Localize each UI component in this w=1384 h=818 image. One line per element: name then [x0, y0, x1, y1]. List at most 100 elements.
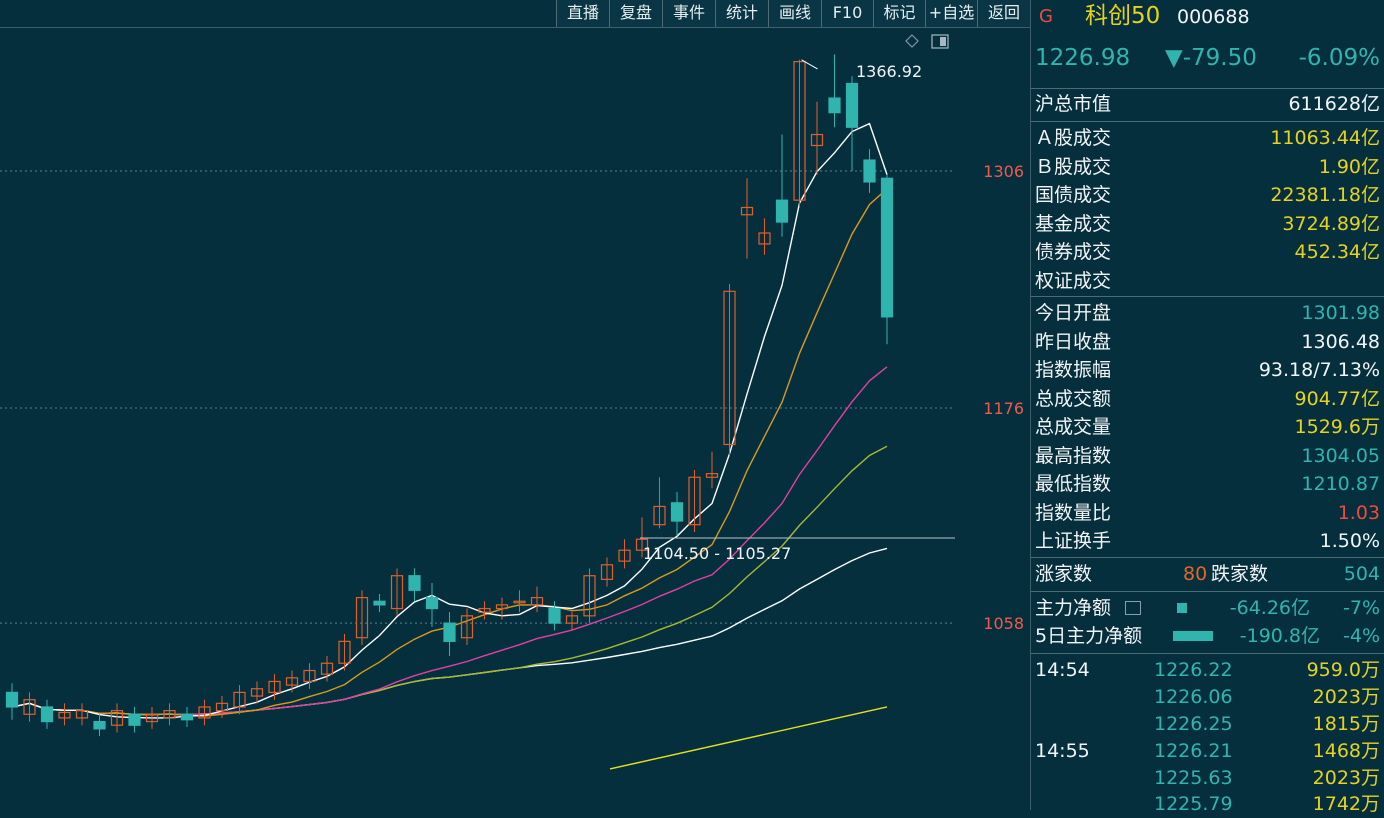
stat-row: 总成交额 904.77亿 — [1035, 385, 1380, 413]
candle-body — [688, 476, 701, 526]
stat-value: 1210.87 — [1301, 473, 1380, 495]
stat-row: 今日开盘 1301.98 — [1035, 299, 1380, 327]
separator — [1031, 296, 1384, 297]
candle-body — [75, 710, 89, 719]
candle-body — [250, 688, 264, 697]
candle-body — [670, 502, 684, 522]
candle-body — [408, 575, 421, 591]
five-day-net-flow-pct: -4% — [1343, 625, 1380, 647]
market-row: 基金成交 3724.89亿 — [1035, 210, 1380, 238]
candlestick-chart[interactable]: 1306 1176 1058 1366.92 1104.50 - 1105.27 — [0, 27, 1030, 810]
market-row-label: Ｂ股成交 — [1035, 155, 1112, 178]
stat-label: 总成交量 — [1035, 416, 1112, 438]
high-marker-arrow — [801, 59, 818, 70]
candle-body — [285, 677, 299, 686]
toolbar-button-0[interactable]: 直播 — [556, 0, 609, 27]
main-net-flow-value: -64.26亿 — [1229, 597, 1310, 619]
chart-top-border — [0, 27, 1030, 28]
candle-body — [355, 596, 369, 639]
stat-row: 最低指数 1210.87 — [1035, 470, 1380, 498]
candle-body — [5, 691, 19, 708]
total-market-cap-label: 沪总市值 — [1035, 93, 1112, 115]
toolbar-button-1[interactable]: 复盘 — [609, 0, 662, 27]
flow-bar — [1173, 631, 1213, 641]
main-net-flow: 主力净额 -64.26亿 -7% — [1035, 594, 1380, 622]
candle-body — [793, 61, 806, 201]
tick-row: 1225.79 1742万 — [1035, 790, 1380, 818]
candle-body — [845, 82, 859, 128]
tick-row: 14:55 1226.21 1468万 — [1035, 737, 1380, 765]
stat-value: 1.03 — [1337, 501, 1380, 524]
range-label: 1104.50 - 1105.27 — [643, 544, 791, 563]
candle-body — [215, 702, 229, 712]
main-net-flow-label: 主力净额 — [1035, 597, 1112, 619]
stat-label: 最低指数 — [1035, 473, 1112, 495]
candle-body — [110, 710, 124, 726]
candle-body — [303, 669, 316, 683]
candle-body — [740, 206, 754, 216]
ma120-line — [609, 706, 888, 770]
candle-body — [635, 538, 649, 551]
market-row-value: 22381.18亿 — [1270, 184, 1380, 206]
candle-body — [128, 713, 141, 726]
candle-body — [268, 680, 281, 694]
total-market-cap: 沪总市值 611628亿 — [1035, 90, 1380, 118]
tick-row: 1226.25 1815万 — [1035, 710, 1380, 738]
tick-time: 14:54 — [1035, 659, 1090, 681]
stat-value: 93.18/7.13% — [1258, 359, 1380, 381]
candle-body — [653, 505, 666, 526]
tick-price: 1226.06 — [1154, 686, 1233, 708]
candle-body — [198, 706, 211, 719]
stat-label: 今日开盘 — [1035, 302, 1112, 324]
stat-value: 1306.48 — [1301, 330, 1380, 353]
advancers-label: 涨家数 — [1035, 563, 1093, 585]
stat-value: 904.77亿 — [1294, 387, 1380, 410]
market-row-value: 3724.89亿 — [1282, 212, 1380, 235]
index-mark-icon: G — [1039, 6, 1053, 27]
candle-body — [705, 473, 719, 478]
candle-body — [828, 97, 841, 114]
tick-row: 14:54 1226.22 959.0万 — [1035, 656, 1380, 684]
detail-list-icon[interactable] — [1125, 601, 1141, 615]
candle-body — [163, 710, 176, 719]
candle-body — [548, 607, 561, 624]
toolbar-button-7[interactable]: +自选 — [925, 0, 977, 27]
market-row-label: 国债成交 — [1035, 184, 1112, 206]
candle-body — [40, 706, 54, 723]
toolbar-button-4[interactable]: 画线 — [768, 0, 821, 27]
candle-body — [565, 615, 579, 624]
flow-bar — [1177, 603, 1187, 613]
candle-body — [180, 713, 194, 721]
market-row-label: 基金成交 — [1035, 212, 1112, 235]
toolbar-button-5[interactable]: F10 — [821, 0, 873, 27]
stat-label: 昨日收盘 — [1035, 330, 1112, 353]
decliners-label: 跌家数 — [1211, 563, 1269, 585]
market-row-value: 1.90亿 — [1318, 155, 1380, 178]
candle-body — [618, 549, 631, 562]
toolbar-button-6[interactable]: 标记 — [873, 0, 925, 27]
tick-time: 14:55 — [1035, 740, 1090, 762]
y-tick-label: 1058 — [983, 614, 1024, 633]
candle-body — [320, 662, 334, 675]
y-tick-label: 1176 — [983, 399, 1024, 418]
separator — [1031, 88, 1384, 89]
toolbar-button-2[interactable]: 事件 — [662, 0, 715, 27]
candle-body — [478, 607, 491, 613]
five-day-net-flow-label: 5日主力净额 — [1035, 625, 1143, 647]
market-row: Ｂ股成交 1.90亿 — [1035, 153, 1380, 181]
toolbar-button-8[interactable]: 返回 — [977, 0, 1030, 27]
toolbar-button-3[interactable]: 统计 — [715, 0, 768, 27]
tick-price: 1226.25 — [1154, 713, 1233, 735]
candle-body — [373, 600, 386, 606]
five-day-net-flow: 5日主力净额 -190.8亿 -4% — [1035, 622, 1380, 650]
market-breadth: 涨家数 80 跌家数 504 — [1035, 560, 1380, 588]
tick-volume: 1742万 — [1312, 793, 1380, 815]
index-code: 000688 — [1177, 6, 1250, 28]
market-row: 国债成交 22381.18亿 — [1035, 181, 1380, 209]
separator — [1031, 557, 1384, 558]
candle-body — [880, 177, 894, 318]
tick-volume: 2023万 — [1312, 767, 1380, 789]
stat-value: 1.50% — [1319, 530, 1380, 552]
chart-canvas[interactable]: 1306 1176 1058 1366.92 1104.50 - 1105.27 — [0, 27, 1030, 810]
stat-value: 1529.6万 — [1294, 416, 1380, 438]
